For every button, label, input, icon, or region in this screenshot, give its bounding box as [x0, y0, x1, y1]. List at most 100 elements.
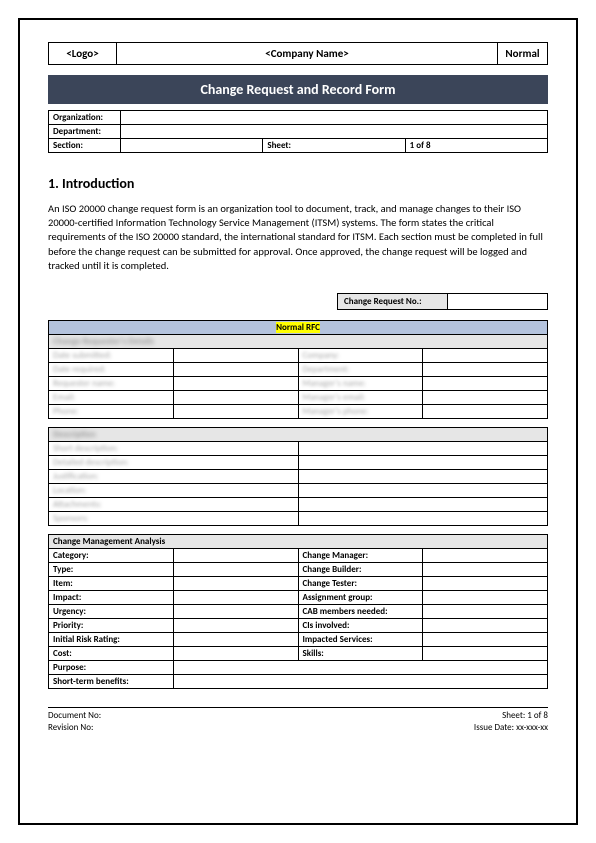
cma-lv4[interactable] [173, 604, 298, 618]
cma-rv6[interactable] [423, 632, 548, 646]
desc-v2[interactable] [298, 469, 548, 483]
cma-lv2[interactable] [173, 576, 298, 590]
desc-v3[interactable] [298, 483, 548, 497]
crno-value[interactable] [448, 293, 548, 309]
rfc-r3: Manager's email: [298, 390, 423, 404]
section1-text: An ISO 20000 change request form is an o… [48, 202, 548, 273]
cma-lv5[interactable] [173, 618, 298, 632]
rfc-title-text: Normal RFC [276, 322, 320, 333]
cma-lv3[interactable] [173, 590, 298, 604]
rfc-r1: Department: [298, 362, 423, 376]
cma-l7: Cost: [49, 646, 174, 660]
footer-sheet: Sheet: 1 of 8 [474, 710, 548, 722]
rfc-rv3[interactable] [423, 390, 548, 404]
cma-l5: Priority: [49, 618, 174, 632]
desc-l2: Justification: [49, 469, 299, 483]
desc-l5: Sponsors: [49, 511, 299, 525]
cma-r7: Skills: [298, 646, 423, 660]
footer-left: Document No: Revision No: [48, 710, 101, 733]
company-cell: <Company Name> [117, 43, 498, 65]
cma-header: Change Management Analysis [49, 534, 548, 548]
cma-l3: Impact: [49, 590, 174, 604]
cma-rv7[interactable] [423, 646, 548, 660]
cma-full0: Purpose: [49, 660, 174, 674]
desc-v0[interactable] [298, 441, 548, 455]
cma-fullv0[interactable] [173, 660, 547, 674]
rfc-rv1[interactable] [423, 362, 548, 376]
section1-heading: 1. Introduction [48, 175, 548, 192]
desc-l4: Attachments: [49, 497, 299, 511]
status-cell: Normal [498, 43, 548, 65]
cma-lv6[interactable] [173, 632, 298, 646]
rfc-l1: Date required: [49, 362, 174, 376]
desc-v4[interactable] [298, 497, 548, 511]
cma-table: Change Management Analysis Category: Cha… [48, 534, 548, 689]
cma-rv0[interactable] [423, 548, 548, 562]
cma-lv1[interactable] [173, 562, 298, 576]
cma-l1: Type: [49, 562, 174, 576]
footer-docno: Document No: [48, 710, 101, 722]
dept-label: Department: [49, 125, 121, 139]
rfc-l0: Date submitted: [49, 348, 174, 362]
cma-r1: Change Builder: [298, 562, 423, 576]
desc-v5[interactable] [298, 511, 548, 525]
form-title: Change Request and Record Form [48, 75, 548, 104]
rfc-sub-header: Change Requester's Details [49, 334, 548, 348]
desc-l3: Location: [49, 483, 299, 497]
sheet-label: Sheet: [263, 139, 405, 153]
rfc-lv1[interactable] [173, 362, 298, 376]
crno-wrap: Change Request No.: [48, 293, 548, 310]
cma-l6: Initial Risk Rating: [49, 632, 174, 646]
rfc-table: Normal RFC Change Requester's Details Da… [48, 320, 548, 419]
desc-header: Description [49, 427, 548, 441]
rfc-r4: Manager's phone: [298, 404, 423, 418]
section-value[interactable] [121, 139, 263, 153]
rfc-rv4[interactable] [423, 404, 548, 418]
footer-right: Sheet: 1 of 8 Issue Date: xx-xxx-xx [474, 710, 548, 733]
org-value[interactable] [121, 111, 548, 125]
rfc-lv3[interactable] [173, 390, 298, 404]
rfc-l2: Requester name: [49, 376, 174, 390]
section-label: Section: [49, 139, 121, 153]
cma-lv7[interactable] [173, 646, 298, 660]
rfc-lv4[interactable] [173, 404, 298, 418]
logo-cell: <Logo> [49, 43, 117, 65]
cma-rv5[interactable] [423, 618, 548, 632]
dept-value[interactable] [121, 125, 548, 139]
cma-r4: CAB members needed: [298, 604, 423, 618]
org-label: Organization: [49, 111, 121, 125]
footer: Document No: Revision No: Sheet: 1 of 8 … [48, 710, 548, 733]
rfc-rv0[interactable] [423, 348, 548, 362]
desc-l0: Short description: [49, 441, 299, 455]
rfc-rv2[interactable] [423, 376, 548, 390]
cma-r6: Impacted Services: [298, 632, 423, 646]
cma-rv2[interactable] [423, 576, 548, 590]
cma-rv1[interactable] [423, 562, 548, 576]
rfc-r2: Manager's name: [298, 376, 423, 390]
cma-lv0[interactable] [173, 548, 298, 562]
cma-l2: Item: [49, 576, 174, 590]
sheet-value: 1 of 8 [405, 139, 547, 153]
cma-r5: CIs involved: [298, 618, 423, 632]
footer-rule [48, 707, 548, 708]
rfc-r0: Company: [298, 348, 423, 362]
page: <Logo> <Company Name> Normal Change Requ… [18, 18, 578, 825]
cma-r2: Change Tester: [298, 576, 423, 590]
desc-v1[interactable] [298, 455, 548, 469]
rfc-lv2[interactable] [173, 376, 298, 390]
desc-table: Description Short description: Detailed … [48, 427, 548, 526]
crno-table: Change Request No.: [337, 293, 548, 310]
letterhead-table: <Logo> <Company Name> Normal [48, 42, 548, 65]
rfc-l3: Email: [49, 390, 174, 404]
crno-label: Change Request No.: [338, 293, 448, 309]
desc-l1: Detailed description: [49, 455, 299, 469]
cma-fullv1[interactable] [173, 674, 547, 688]
footer-issue: Issue Date: xx-xxx-xx [474, 722, 548, 734]
rfc-title: Normal RFC [49, 320, 548, 334]
cma-l0: Category: [49, 548, 174, 562]
cma-rv3[interactable] [423, 590, 548, 604]
cma-rv4[interactable] [423, 604, 548, 618]
rfc-l4: Phone: [49, 404, 174, 418]
rfc-lv0[interactable] [173, 348, 298, 362]
footer-revno: Revision No: [48, 722, 101, 734]
